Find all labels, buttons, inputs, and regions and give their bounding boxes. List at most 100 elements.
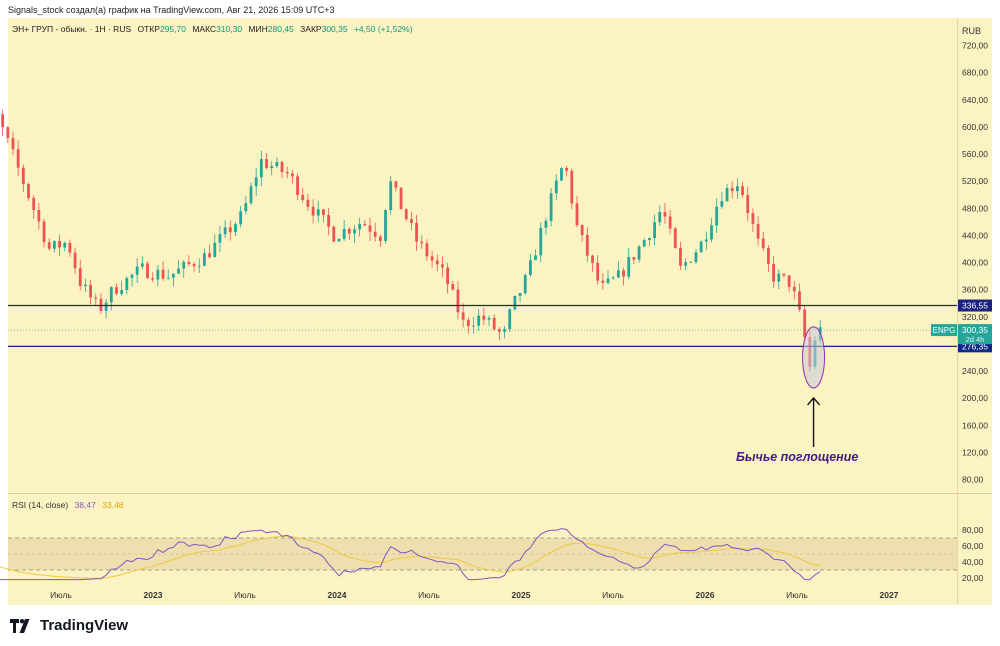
candle-body	[616, 270, 620, 278]
tradingview-logo[interactable]: TradingView	[10, 617, 128, 634]
candle-body	[487, 317, 491, 320]
candle-body	[259, 159, 263, 178]
candle-body	[544, 220, 548, 228]
candle-body	[591, 255, 594, 263]
candle-body	[694, 252, 698, 263]
candle-body	[792, 286, 796, 292]
price-tick-label: 400,00	[962, 258, 988, 268]
candle-body	[280, 162, 284, 173]
candle-body	[171, 273, 175, 278]
candle-body	[109, 287, 113, 303]
candle-body	[151, 278, 155, 280]
candle-body	[182, 261, 186, 269]
candle-body	[472, 325, 475, 327]
candle-body	[554, 180, 558, 194]
candle-body	[539, 227, 543, 256]
candle-body	[466, 319, 470, 327]
legend-open-label: ОТКР	[138, 24, 161, 34]
candle-body	[668, 216, 672, 229]
candle-body	[720, 201, 724, 207]
candle-body	[249, 186, 253, 204]
candle-body	[99, 298, 103, 311]
price-tick-label: 600,00	[962, 122, 988, 132]
level-badge-upper-text: 336,55	[962, 301, 988, 311]
price-tick-label: 160,00	[962, 420, 988, 430]
candle-body	[125, 277, 129, 291]
candle-body	[37, 209, 41, 222]
candle-body	[89, 284, 92, 298]
candle-body	[373, 231, 377, 237]
rsi-tick-label: 20,00	[962, 573, 984, 583]
legend-change: +4,50 (+1,52%)	[354, 24, 413, 34]
candle-body	[798, 291, 801, 310]
price-pane[interactable]	[8, 18, 957, 493]
time-tick-label: 2026	[696, 590, 715, 600]
candle-body	[725, 187, 729, 202]
candle-body	[430, 256, 434, 261]
time-tick-labels: Июль 2023 Июль 2024 Июль 2025 Июль 2026 Июль 2027	[50, 590, 899, 600]
legend-close: 300,35	[322, 24, 348, 34]
candle-body	[384, 210, 387, 241]
time-tick-label: Июль	[602, 590, 624, 600]
candle-body	[441, 264, 444, 268]
candle-body	[529, 260, 532, 275]
candle-body	[42, 221, 46, 243]
candle-body	[16, 149, 20, 168]
price-tick-label: 720,00	[962, 41, 988, 51]
candle-body	[244, 203, 248, 212]
legend-low: 280,45	[268, 24, 294, 34]
candle-body	[322, 209, 325, 216]
candle-body	[534, 255, 537, 261]
candle-body	[642, 240, 646, 247]
candle-body	[301, 194, 305, 200]
legend-high: 310,30	[216, 24, 242, 34]
candle-body	[415, 222, 418, 242]
candle-body	[565, 168, 569, 171]
price-tick-label: 680,00	[962, 68, 988, 78]
current-price-badge-bg	[958, 324, 992, 345]
price-tick-label: 440,00	[962, 230, 988, 240]
legend-line: ЭН+ ГРУП - обыкн. · 1Н · RUS ОТКР295,70 …	[12, 24, 413, 34]
candle-body	[130, 274, 134, 278]
candle-body	[187, 261, 191, 264]
candle-body	[560, 168, 563, 181]
candles-group	[1, 109, 822, 372]
candle-body	[570, 170, 574, 204]
candle-body	[710, 225, 713, 240]
candle-body	[156, 269, 160, 280]
candle-body	[782, 273, 786, 276]
candle-body	[254, 177, 258, 187]
levels-group	[8, 304, 957, 348]
candle-body	[47, 242, 51, 249]
candle-body	[523, 274, 527, 294]
time-scale[interactable]	[8, 585, 992, 605]
candle-body	[751, 213, 755, 224]
candle-body	[435, 260, 439, 265]
currency-label: RUB	[962, 26, 981, 36]
candle-body	[234, 224, 237, 233]
candle-body	[601, 280, 605, 283]
ticker-badge-bg	[931, 324, 957, 337]
candle-body	[585, 234, 589, 256]
rsi-tick-label: 80,00	[962, 525, 984, 535]
candle-body	[265, 159, 268, 169]
candle-body	[394, 181, 398, 188]
candle-body	[78, 268, 82, 287]
candle-body	[94, 297, 98, 299]
candle-body	[497, 329, 501, 332]
time-tick-label: 2024	[328, 590, 347, 600]
candle-body	[327, 215, 331, 227]
time-tick-label: Июль	[786, 590, 808, 600]
candle-body	[166, 277, 170, 279]
rsi-value: 38,47	[75, 500, 97, 510]
candle-body	[146, 263, 149, 279]
candle-body	[606, 278, 610, 283]
candle-body	[503, 329, 506, 332]
candle-body	[704, 239, 708, 242]
price-tick-label: 240,00	[962, 366, 988, 376]
candle-body	[285, 172, 289, 174]
candle-body	[353, 229, 356, 234]
candle-body	[425, 243, 429, 257]
